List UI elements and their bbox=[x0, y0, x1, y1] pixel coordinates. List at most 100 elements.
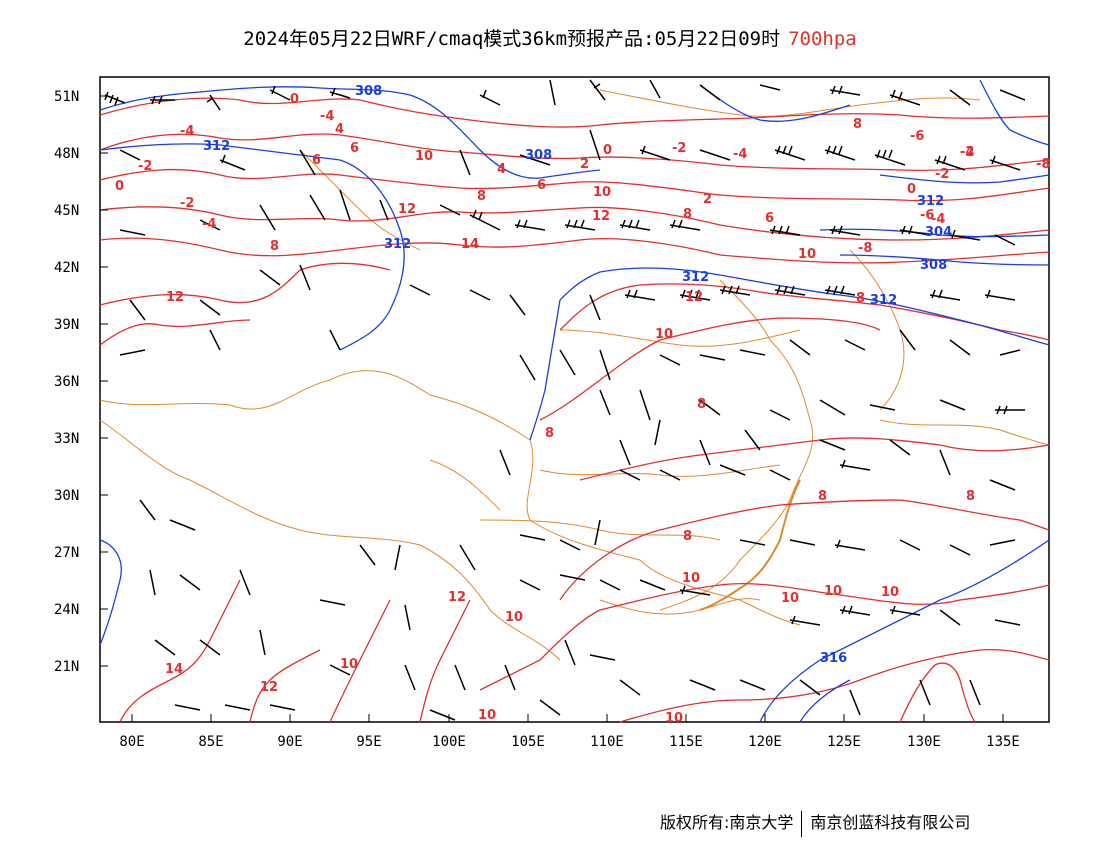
temp-label: -2 bbox=[672, 141, 686, 156]
temp-label: 8 bbox=[853, 117, 862, 132]
title-main: 2024年05月22日WRF/cmaq模式36km预报产品:05月22日09时 bbox=[243, 28, 781, 50]
temp-label: 0 bbox=[907, 182, 916, 197]
lon-label: 95E bbox=[356, 734, 381, 750]
lat-label: 48N bbox=[54, 146, 79, 162]
temp-label: -4 bbox=[202, 217, 216, 232]
temperature-labels: -4 0 -4 -2 0 -2 -4 6 4 6 8 10 8 6 4 2 0 … bbox=[115, 92, 1050, 726]
temp-label: -2 bbox=[960, 145, 974, 160]
coastline bbox=[699, 479, 801, 611]
temp-label: 8 bbox=[697, 397, 706, 412]
lat-label: 27N bbox=[54, 545, 79, 561]
temp-label: 12 bbox=[592, 209, 610, 224]
temp-label: -8 bbox=[1036, 157, 1050, 172]
temp-label: -4 bbox=[960, 145, 974, 160]
copyright-owner: 版权所有:南京大学 bbox=[660, 813, 794, 832]
temp-label: 12 bbox=[448, 590, 466, 605]
lon-label: 120E bbox=[748, 734, 782, 750]
temp-label: 8 bbox=[966, 489, 975, 504]
lon-label: 100E bbox=[432, 734, 466, 750]
temp-label: -2 bbox=[180, 196, 194, 211]
temp-label: 8 bbox=[818, 489, 827, 504]
temp-label: 14 bbox=[461, 237, 479, 252]
temp-label: -6 bbox=[920, 208, 934, 223]
temp-label: 10 bbox=[781, 591, 799, 606]
lon-label: 135E bbox=[986, 734, 1020, 750]
temp-label: 8 bbox=[683, 529, 692, 544]
temp-label: 6 bbox=[350, 141, 359, 156]
temp-label: 6 bbox=[765, 211, 774, 226]
temp-label: -8 bbox=[858, 241, 872, 256]
footer-divider bbox=[801, 810, 803, 837]
height-label: 304 bbox=[925, 225, 952, 240]
temp-label: 12 bbox=[166, 290, 184, 305]
map-frame bbox=[99, 76, 1050, 723]
temp-label: 14 bbox=[165, 662, 183, 677]
latitude-axis: 51N 48N 45N 42N 39N 36N 33N 30N 27N 24N … bbox=[54, 89, 108, 675]
height-label: 308 bbox=[355, 84, 382, 99]
height-label: 312 bbox=[682, 270, 709, 285]
temp-label: 12 bbox=[685, 290, 703, 305]
temp-label: -2 bbox=[138, 159, 152, 174]
temp-label: 10 bbox=[881, 585, 899, 600]
temp-label: 6 bbox=[537, 178, 546, 193]
copyright-company: 南京创蓝科技有限公司 bbox=[810, 813, 971, 832]
isotherms bbox=[99, 97, 1050, 723]
temp-label: 4 bbox=[497, 162, 506, 177]
temp-label: 8 bbox=[683, 207, 692, 222]
temp-label: 10 bbox=[655, 327, 673, 342]
lat-label: 33N bbox=[54, 431, 79, 447]
temp-label: 10 bbox=[415, 149, 433, 164]
temp-label: 0 bbox=[290, 92, 299, 107]
temp-label: 8 bbox=[477, 189, 486, 204]
temp-label: -4 bbox=[180, 124, 194, 139]
lat-label: 39N bbox=[54, 317, 79, 333]
borders bbox=[99, 89, 1050, 661]
lat-label: 36N bbox=[54, 374, 79, 390]
height-label: 308 bbox=[525, 148, 552, 163]
lon-label: 115E bbox=[669, 734, 703, 750]
lat-label: 21N bbox=[54, 659, 79, 675]
lon-label: 85E bbox=[198, 734, 223, 750]
temp-label: -4 bbox=[733, 147, 747, 162]
height-labels: 308 312 308 312 312 312 304 308 312 316 bbox=[203, 84, 952, 666]
longitude-axis: 80E 85E 90E 95E 100E 105E 110E 115E 120E… bbox=[119, 714, 1020, 750]
temp-label: 6 bbox=[312, 153, 321, 168]
temp-label: 10 bbox=[798, 247, 816, 262]
temp-label: 10 bbox=[665, 711, 683, 726]
temp-label: 4 bbox=[335, 122, 344, 137]
temp-label: 2 bbox=[703, 192, 712, 207]
temp-label: -2 bbox=[935, 167, 949, 182]
copyright-footer: 版权所有:南京大学 南京创蓝科技有限公司 bbox=[660, 809, 970, 837]
height-label: 312 bbox=[203, 139, 230, 154]
temp-label: -6 bbox=[910, 129, 924, 144]
lat-label: 42N bbox=[54, 260, 79, 276]
temp-label: 0 bbox=[115, 179, 124, 194]
temp-label: 8 bbox=[545, 426, 554, 441]
lon-label: 125E bbox=[827, 734, 861, 750]
height-label: 312 bbox=[917, 194, 944, 209]
lat-label: 24N bbox=[54, 602, 79, 618]
height-contours bbox=[99, 79, 1050, 723]
lat-label: 30N bbox=[54, 488, 79, 504]
temp-label: 10 bbox=[505, 610, 523, 625]
height-label: 312 bbox=[870, 293, 897, 308]
temp-label: -4 bbox=[320, 109, 334, 124]
temp-label: -4 bbox=[931, 212, 945, 227]
temp-label: 10 bbox=[478, 708, 496, 723]
lon-label: 90E bbox=[277, 734, 302, 750]
lon-label: 110E bbox=[590, 734, 624, 750]
lon-label: 105E bbox=[511, 734, 545, 750]
wind-barbs bbox=[104, 79, 1026, 721]
lon-label: 80E bbox=[119, 734, 144, 750]
height-label: 316 bbox=[820, 651, 847, 666]
temp-label: 10 bbox=[593, 185, 611, 200]
height-label: 312 bbox=[384, 237, 411, 252]
chart-title: 2024年05月22日WRF/cmaq模式36km预报产品:05月22日09时 7… bbox=[0, 24, 1100, 51]
lat-label: 45N bbox=[54, 203, 79, 219]
temp-label: 2 bbox=[580, 157, 589, 172]
height-label: 308 bbox=[920, 258, 947, 273]
temp-label: 10 bbox=[340, 657, 358, 672]
temp-label: 12 bbox=[260, 680, 278, 695]
title-level: 700hpa bbox=[788, 28, 857, 50]
